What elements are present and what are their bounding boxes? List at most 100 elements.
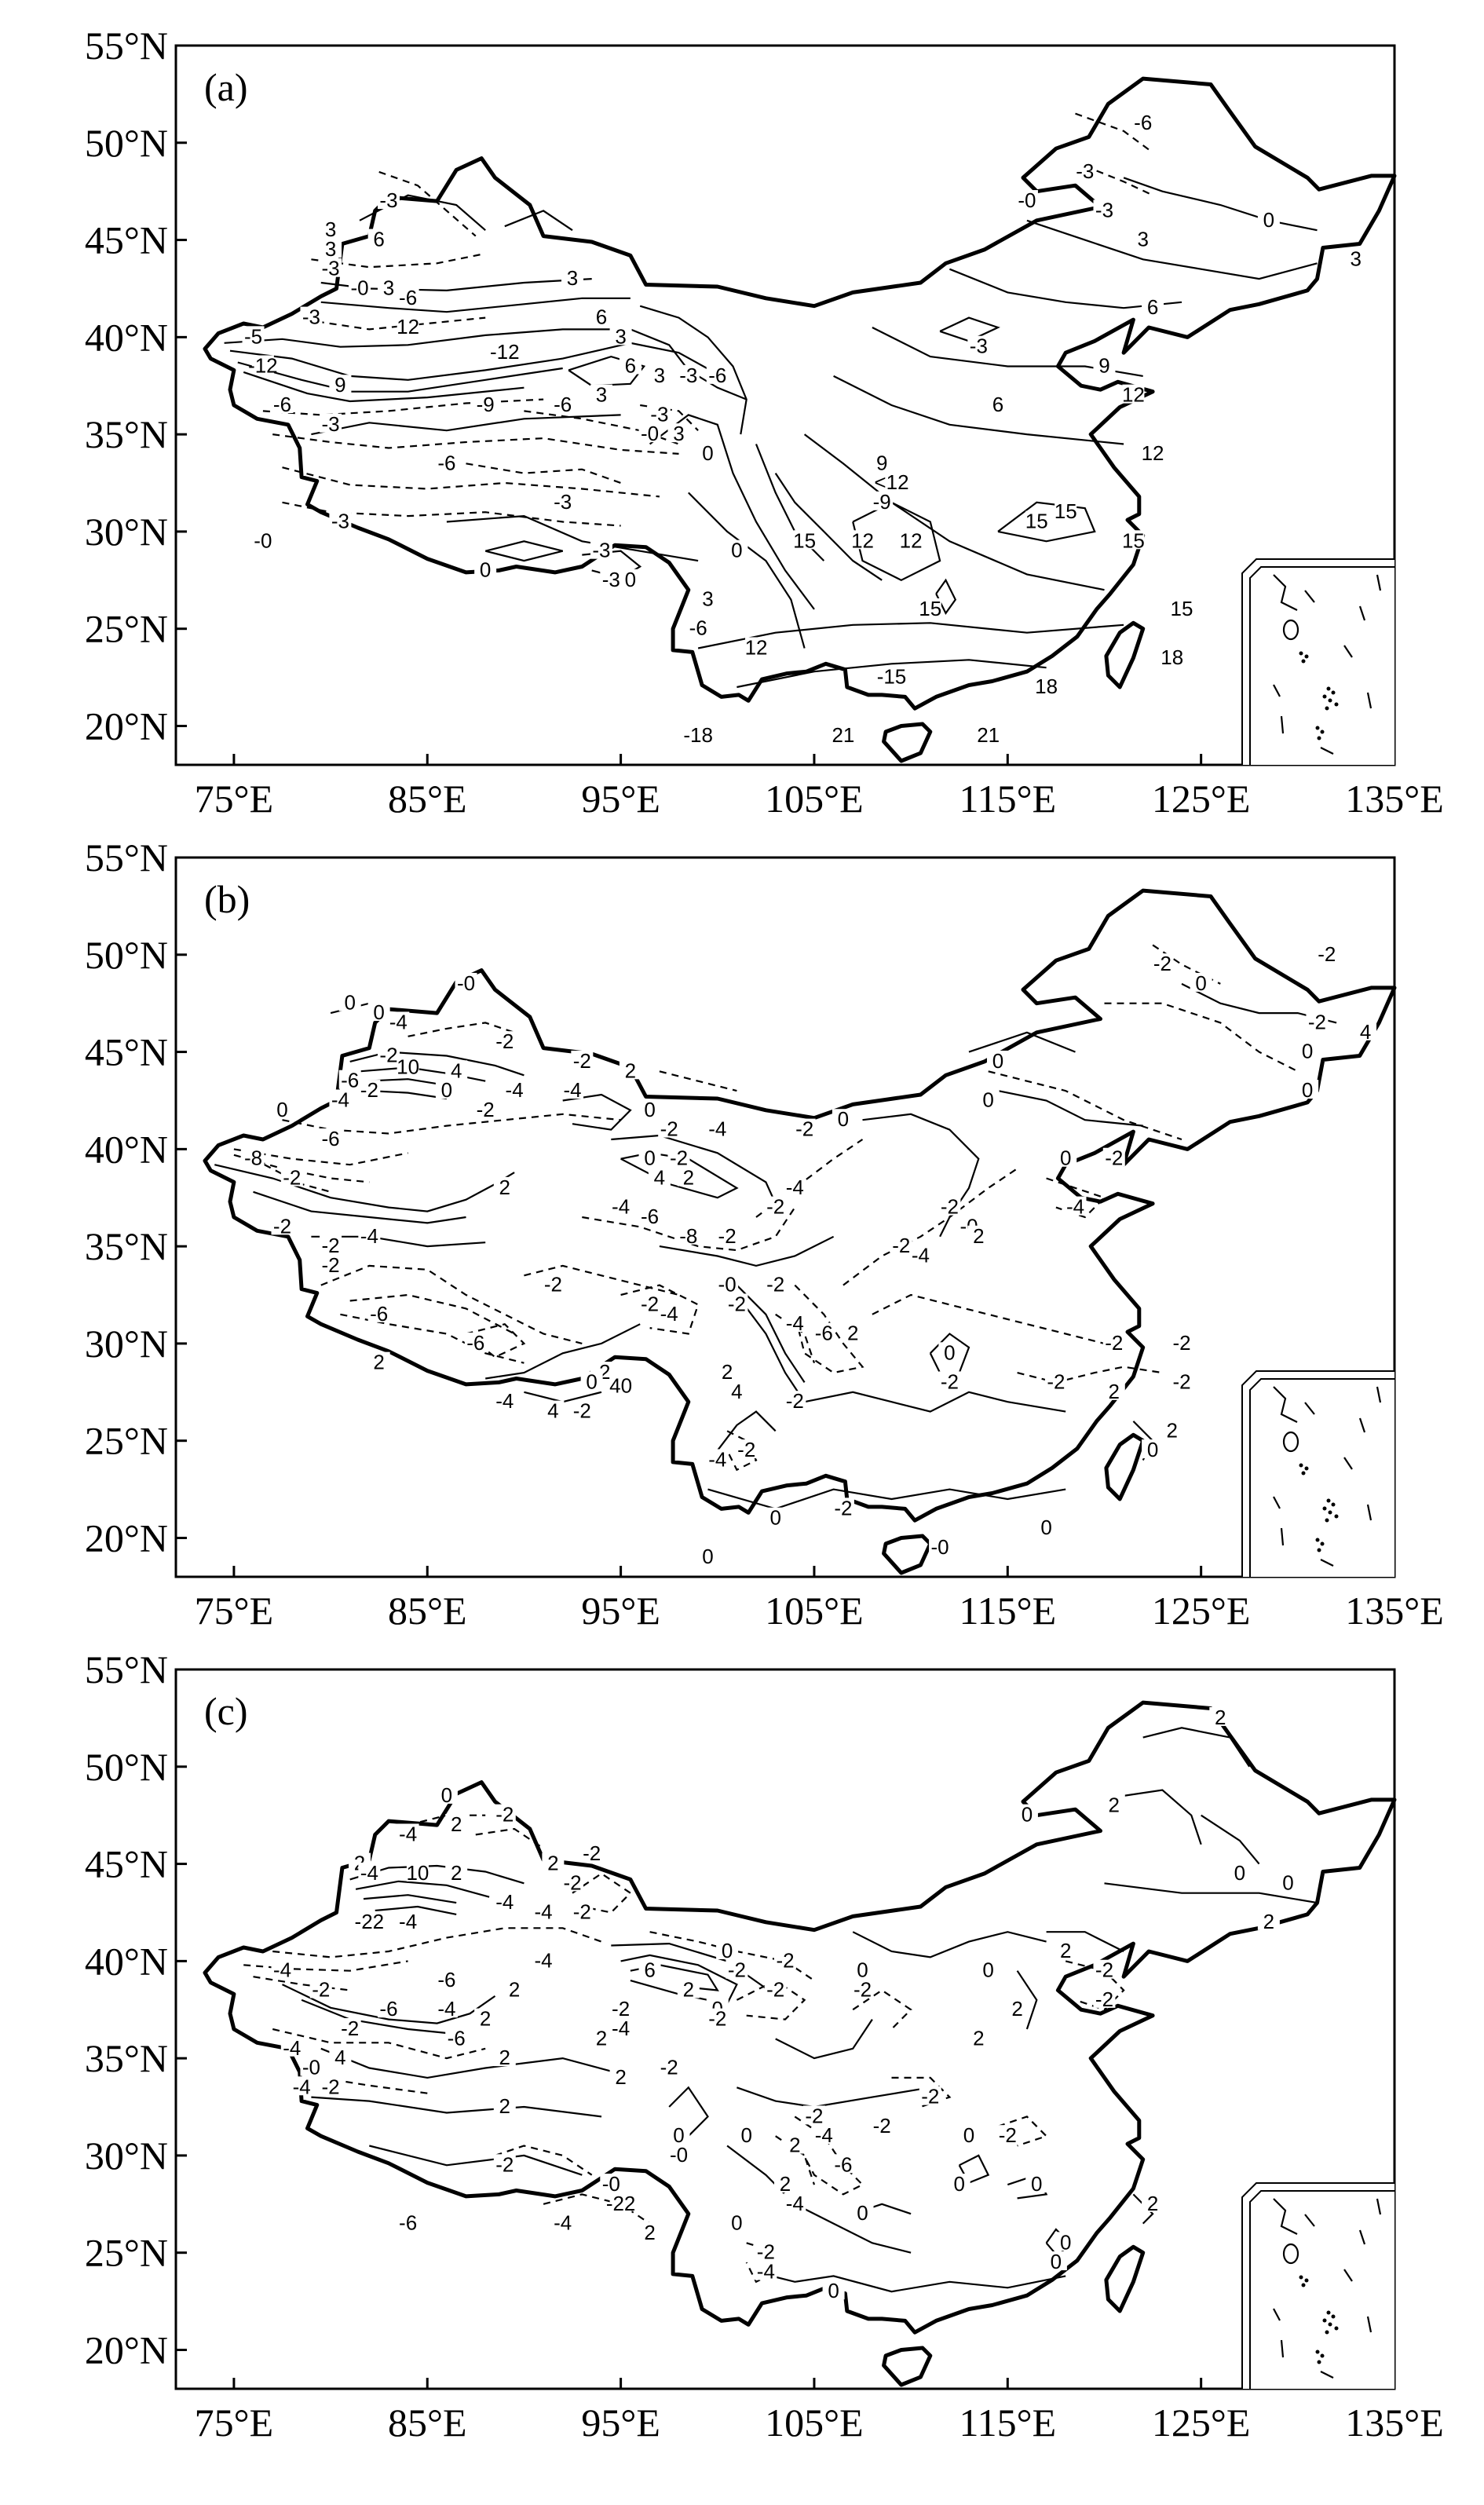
contour-label: -2 [1105,1331,1123,1355]
lon-tick-label: 135°E [1345,1589,1444,1633]
contour-label: -2 [379,1044,397,1067]
contour-label: -3 [302,305,320,329]
contour-label: -3 [679,364,697,387]
contour-label: 0 [1263,208,1274,232]
contour-label-bg [948,2174,970,2193]
contour-label-bg [880,472,903,492]
contour-label-bg [726,1959,748,1979]
contour-label-bg [320,413,342,433]
contour-line-solid [484,540,563,562]
contour-label-bg [1055,2232,1077,2251]
contour-label-bg [367,1303,390,1322]
contour-label-bg [890,1235,912,1255]
contour-label-bg [667,2125,690,2145]
lon-tick-label: 115°E [959,1589,1056,1633]
contour-label-bg [638,1959,661,1979]
contour-label: -4 [293,2075,311,2098]
contour-label-bg [1102,1332,1125,1351]
contour-label: 10 [406,1861,429,1885]
contour-label-bg [493,2154,516,2174]
contour-label: 4 [451,1059,462,1082]
contour-label-bg [832,2154,854,2174]
contour-label: -6 [708,364,726,387]
contour-label-bg [822,2280,845,2300]
contour-line-solid [716,1410,777,1451]
contour-label: 0 [344,991,355,1015]
contour-label: -4 [786,2192,804,2215]
contour-line-solid [568,355,646,387]
contour-label-bg [542,1400,565,1420]
contour-label: -3 [322,412,340,436]
contour-label: 0 [953,2172,964,2196]
contour-label: 6 [644,1958,655,1982]
lat-tick-label: 35°N [85,1224,168,1268]
contour-label-bg [561,1872,584,1892]
contour-label: 2 [973,2026,984,2050]
contour-label-bg [1093,355,1116,375]
contour-label: 0 [702,441,713,465]
lat-tick-label: 35°N [85,2036,168,2080]
contour-line-dashed [272,2028,486,2060]
contour-label-bg [667,1147,690,1167]
contour-label-bg [561,1080,584,1099]
contour-label-bg [784,1176,806,1196]
contour-label-bg [291,2076,313,2096]
contour-label-bg [638,1293,661,1313]
contour-label-bg [658,2057,681,2076]
inset-islet [1328,698,1332,703]
contour-label-bg [590,384,612,404]
contour-label: 12 [851,528,874,552]
contour-label-bg [309,1979,332,1999]
lat-tick-label: 25°N [85,607,168,651]
contour-label: 2 [1263,1910,1274,1933]
contour-label: 2 [451,1812,462,1836]
panel-label: (b) [204,877,250,921]
contour-label: 0 [644,1098,655,1121]
contour-label: -2 [670,1146,688,1170]
contour-line-solid [755,2271,1066,2293]
contour-label-bg [638,2222,661,2241]
contour-label-bg [300,2057,323,2076]
contour-label: -4 [563,1078,581,1102]
contour-label: 2 [847,1322,858,1345]
contour-label: -4 [273,1958,291,1982]
inset-islet [1334,1514,1339,1519]
contour-label-bg [1015,1804,1038,1823]
inset-bg [1242,2183,1394,2389]
contour-label-bg [1025,510,1048,530]
lon-tick-label: 125°E [1152,1589,1251,1633]
contour-label-bg [251,530,274,550]
map-panel-a: 55°N 50°N 45°N 40°N 35°N 30°N 25°N 20°N 75°E 85°E… [85,24,1444,821]
contour-label: -3 [970,335,988,358]
panel-label: (a) [204,65,248,109]
contour-label-bg [493,342,516,361]
contour-label: -6 [834,2152,852,2176]
contour-label: 0 [769,1506,780,1530]
contour-label-bg [745,637,768,656]
contour-label: 40 [609,1373,632,1397]
inset-dash [1366,1504,1373,1521]
china-boundary [203,888,1397,1523]
contour-label: -4 [399,1910,417,1933]
contour-label-bg [542,1274,565,1293]
contour-label-bg [609,1196,632,1216]
contour-label-bg [1190,972,1212,992]
contour-label: -3 [592,539,610,562]
inset-islet [1322,1506,1327,1511]
contour-label: -3 [322,257,340,280]
contour-label-bg [397,1823,419,1843]
inset-islet [1320,730,1325,734]
contour-label: -2 [283,1165,301,1189]
contour-label: 2 [683,1977,694,2001]
contour-label: 2 [480,2007,491,2031]
contour-label-bg [320,1128,342,1147]
contour-line-dashed [794,1284,864,1374]
contour-label-bg [619,355,641,375]
contour-label: 2 [1166,1418,1177,1442]
contour-label-bg [774,2174,796,2193]
contour-label-bg [300,306,323,326]
lat-tick-label: 20°N [85,1516,168,1560]
contour-line-solid [611,1134,777,1205]
contour-label-bg [1102,1147,1125,1167]
taiwan-boundary [1104,1432,1146,1501]
